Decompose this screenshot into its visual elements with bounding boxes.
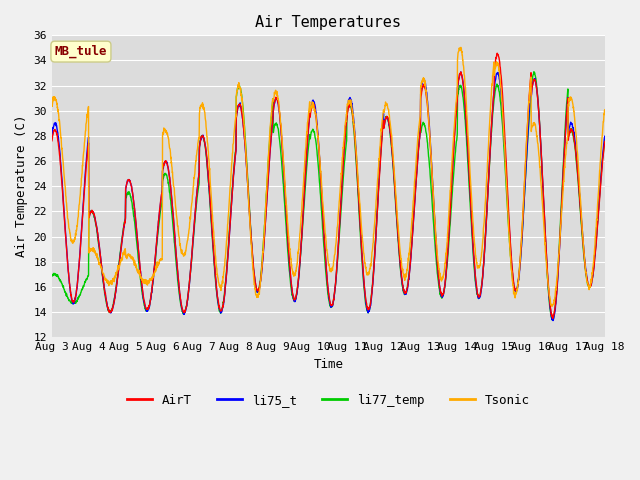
AirT (601, 139, 609, 144)
li77_temp (344, 105, 352, 111)
Line: li77_temp: li77_temp (52, 72, 605, 320)
Tsonic (552, 284, 560, 289)
li75_t (549, 318, 557, 324)
Tsonic (356, 205, 364, 211)
Line: AirT: AirT (52, 53, 605, 318)
Text: MB_tule: MB_tule (54, 45, 107, 58)
li75_t (489, 100, 497, 106)
Tsonic (344, 100, 352, 106)
X-axis label: Time: Time (314, 358, 343, 371)
li77_temp (601, 137, 609, 143)
li75_t (568, 120, 575, 126)
li77_temp (530, 69, 538, 74)
Tsonic (457, 45, 465, 50)
li77_temp (568, 126, 575, 132)
li75_t (202, 148, 210, 154)
Tsonic (489, 69, 497, 75)
AirT (344, 105, 352, 110)
AirT (552, 292, 560, 298)
li77_temp (548, 317, 556, 323)
Y-axis label: Air Temperature (C): Air Temperature (C) (15, 115, 28, 257)
AirT (549, 315, 557, 321)
li75_t (48, 133, 56, 139)
li77_temp (356, 229, 364, 235)
li77_temp (489, 108, 497, 114)
Line: li75_t: li75_t (52, 72, 605, 321)
Legend: AirT, li75_t, li77_temp, Tsonic: AirT, li75_t, li77_temp, Tsonic (122, 389, 534, 412)
Title: Air Temperatures: Air Temperatures (255, 15, 401, 30)
Tsonic (202, 124, 210, 130)
Tsonic (601, 107, 609, 113)
li75_t (344, 101, 352, 107)
li75_t (552, 295, 560, 300)
li75_t (356, 221, 364, 227)
AirT (202, 148, 210, 154)
Tsonic (568, 96, 575, 102)
AirT (356, 222, 364, 228)
AirT (493, 50, 501, 56)
AirT (568, 127, 575, 132)
li75_t (457, 69, 465, 75)
Tsonic (48, 101, 56, 107)
AirT (489, 102, 497, 108)
Line: Tsonic: Tsonic (52, 48, 605, 306)
li77_temp (48, 273, 56, 279)
AirT (48, 138, 56, 144)
li77_temp (552, 291, 560, 297)
li75_t (601, 133, 609, 139)
Tsonic (548, 303, 556, 309)
li77_temp (202, 151, 210, 157)
